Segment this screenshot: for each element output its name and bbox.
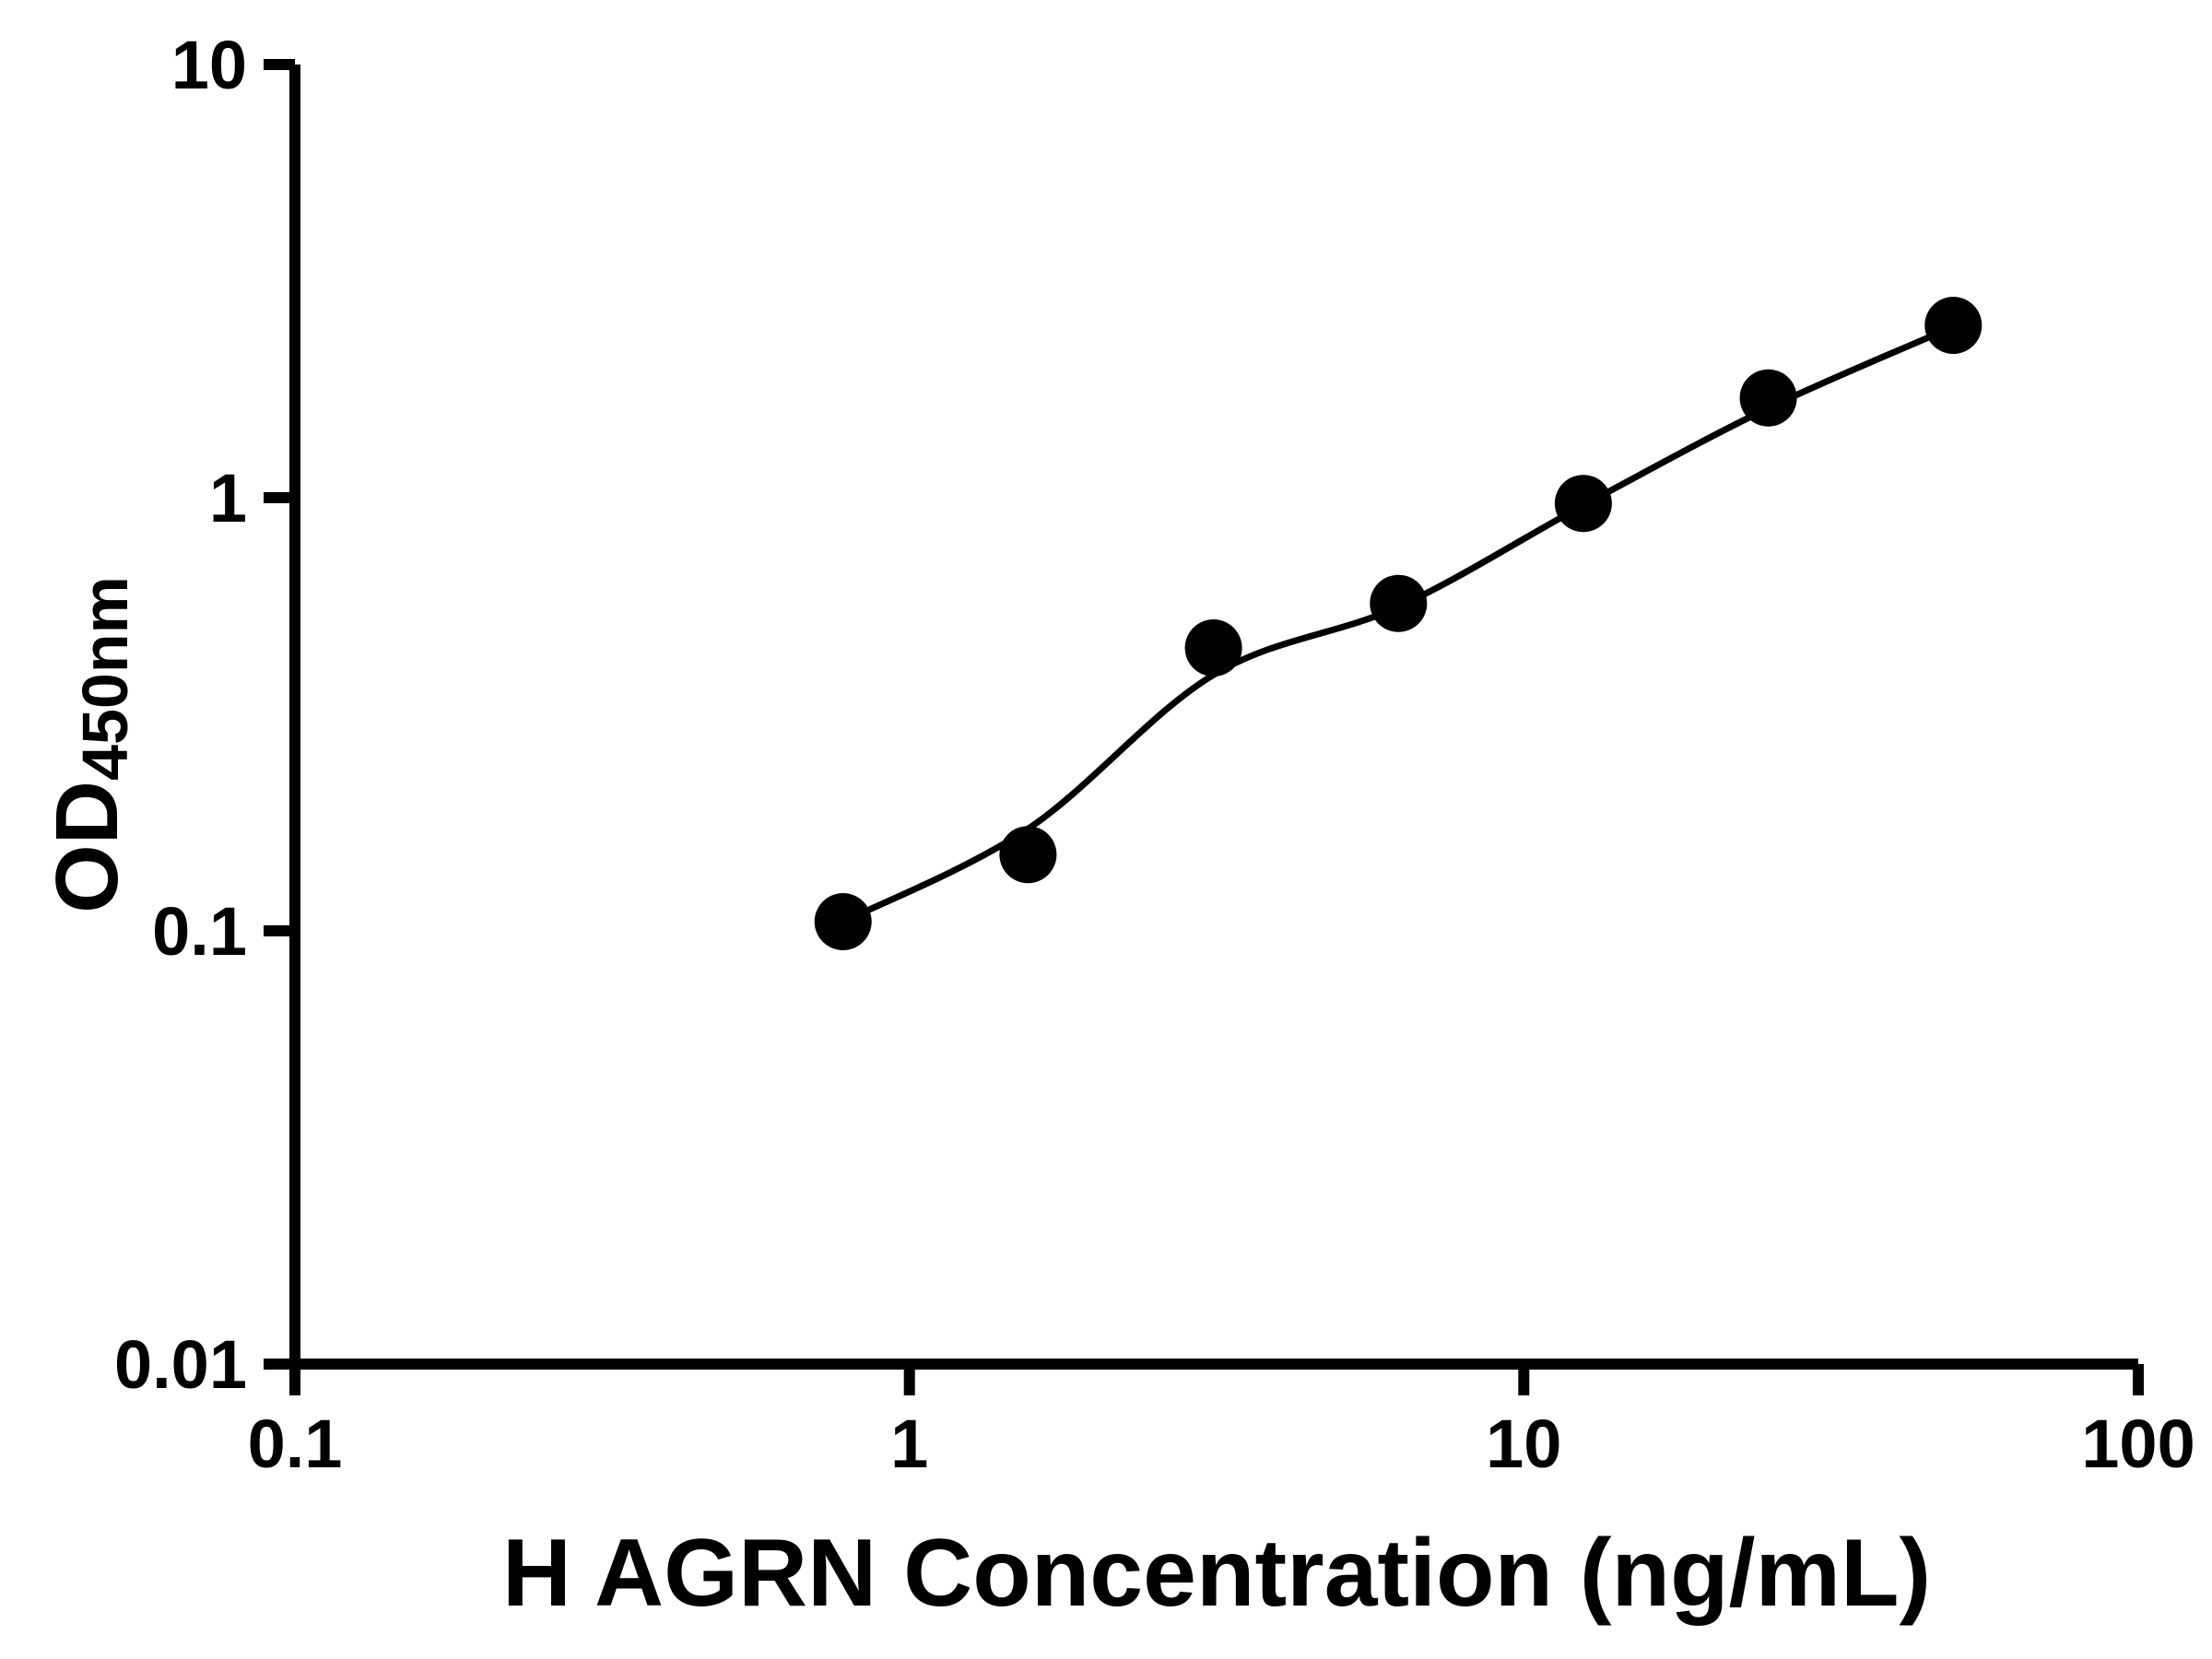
data-point bbox=[814, 893, 872, 950]
data-point bbox=[999, 826, 1057, 884]
axes-spine bbox=[289, 65, 2138, 1370]
x-tick-label: 100 bbox=[2081, 1406, 2194, 1482]
y-axis-title-text: OD bbox=[38, 780, 136, 913]
x-axis-title: H AGRN Concentration (ng/mL) bbox=[501, 1520, 1932, 1627]
y-axis-title-subscript: 450nm bbox=[69, 576, 142, 781]
x-tick-label: 0.1 bbox=[248, 1406, 343, 1482]
y-tick-label: 10 bbox=[171, 27, 247, 103]
data-point bbox=[1370, 574, 1428, 632]
y-axis-title: OD450nm bbox=[37, 576, 142, 913]
x-tick-label: 10 bbox=[1486, 1406, 1561, 1482]
x-tick-label: 1 bbox=[890, 1406, 928, 1482]
data-point bbox=[1554, 475, 1612, 533]
y-tick-label: 0.01 bbox=[114, 1326, 247, 1403]
data-point bbox=[1184, 619, 1242, 677]
y-tick-label: 0.1 bbox=[152, 893, 247, 970]
data-point bbox=[1924, 297, 1983, 354]
data-point bbox=[1739, 369, 1797, 427]
y-tick-label: 1 bbox=[209, 460, 247, 536]
